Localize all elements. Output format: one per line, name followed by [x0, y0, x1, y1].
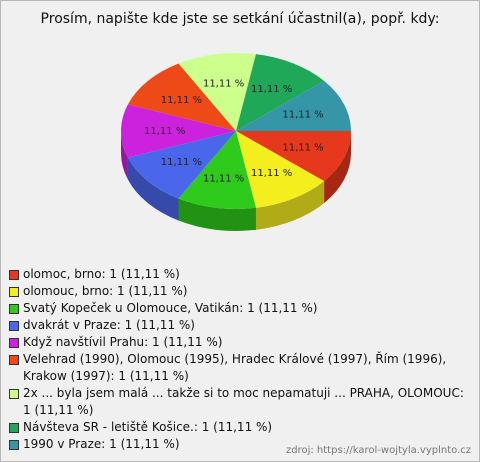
slice	[236, 54, 325, 131]
legend-label: olomoc, brno: 1 (11,11 %)	[23, 267, 180, 281]
legend-item: Návšteva SR - letiště Košice.: 1 (11,11 …	[9, 419, 471, 436]
legend-swatch	[9, 423, 19, 433]
source-note: zdroj: https://karol-wojtyla.vyplnto.cz	[285, 445, 471, 456]
legend: olomoc, brno: 1 (11,11 %) olomouc, brno: …	[9, 266, 471, 453]
legend-item: olomoc, brno: 1 (11,11 %)	[9, 266, 471, 283]
slice	[127, 131, 236, 199]
slice-side	[255, 181, 325, 230]
slice-side	[127, 157, 179, 221]
slice	[121, 104, 236, 158]
legend-item: olomouc, brno: 1 (11,11 %)	[9, 283, 471, 300]
slice	[236, 80, 351, 131]
slice	[236, 131, 325, 208]
legend-item: 2x ... byla jsem malá ... takže si to mo…	[9, 385, 471, 419]
legend-item: Velehrad (1990), Olomouc (1995), Hradec …	[9, 351, 471, 385]
legend-swatch	[9, 270, 19, 280]
legend-swatch	[9, 338, 19, 348]
slice	[236, 131, 351, 182]
legend-label: Když navštívil Prahu: 1 (11,11 %)	[23, 335, 223, 349]
legend-label: dvakrát v Praze: 1 (11,11 %)	[23, 318, 195, 332]
slice-side	[324, 131, 351, 204]
data-label: 11,11 %	[144, 126, 185, 137]
pie-area: 11,11 %11,11 %11,11 %11,11 %11,11 %11,11…	[121, 52, 351, 232]
legend-label: Velehrad (1990), Olomouc (1995), Hradec …	[23, 352, 447, 383]
legend-swatch	[9, 355, 19, 365]
data-label: 11,11 %	[161, 157, 202, 168]
data-label: 11,11 %	[161, 95, 202, 106]
slice-side	[178, 198, 256, 232]
data-label: 11,11 %	[251, 84, 292, 95]
legend-label: 2x ... byla jsem malá ... takže si to mo…	[23, 386, 464, 417]
legend-label: Návšteva SR - letiště Košice.: 1 (11,11 …	[23, 420, 273, 434]
slice	[127, 63, 236, 131]
legend-label: Svatý Kopeček u Olomouce, Vatikán: 1 (11…	[23, 301, 318, 315]
legend-item: dvakrát v Praze: 1 (11,11 %)	[9, 317, 471, 334]
legend-item: Svatý Kopeček u Olomouce, Vatikán: 1 (11…	[9, 300, 471, 317]
slice	[178, 52, 256, 131]
legend-label: 1990 v Praze: 1 (11,11 %)	[23, 437, 180, 451]
slice	[178, 131, 256, 210]
legend-item: 1990 v Praze: 1 (11,11 %)	[9, 436, 471, 453]
legend-swatch	[9, 321, 19, 331]
legend-swatch	[9, 389, 19, 399]
legend-swatch	[9, 287, 19, 297]
legend-item: Když navštívil Prahu: 1 (11,11 %)	[9, 334, 471, 351]
legend-swatch	[9, 440, 19, 450]
slice-side	[121, 131, 128, 180]
data-label: 11,11 %	[203, 78, 244, 89]
chart-title: Prosím, napište kde jste se setkání účas…	[40, 11, 440, 27]
data-label: 11,11 %	[251, 168, 292, 179]
legend-swatch	[9, 304, 19, 314]
data-label: 11,11 %	[282, 143, 323, 154]
data-label: 11,11 %	[203, 174, 244, 185]
legend-label: olomouc, brno: 1 (11,11 %)	[23, 284, 188, 298]
data-label: 11,11 %	[282, 109, 323, 120]
